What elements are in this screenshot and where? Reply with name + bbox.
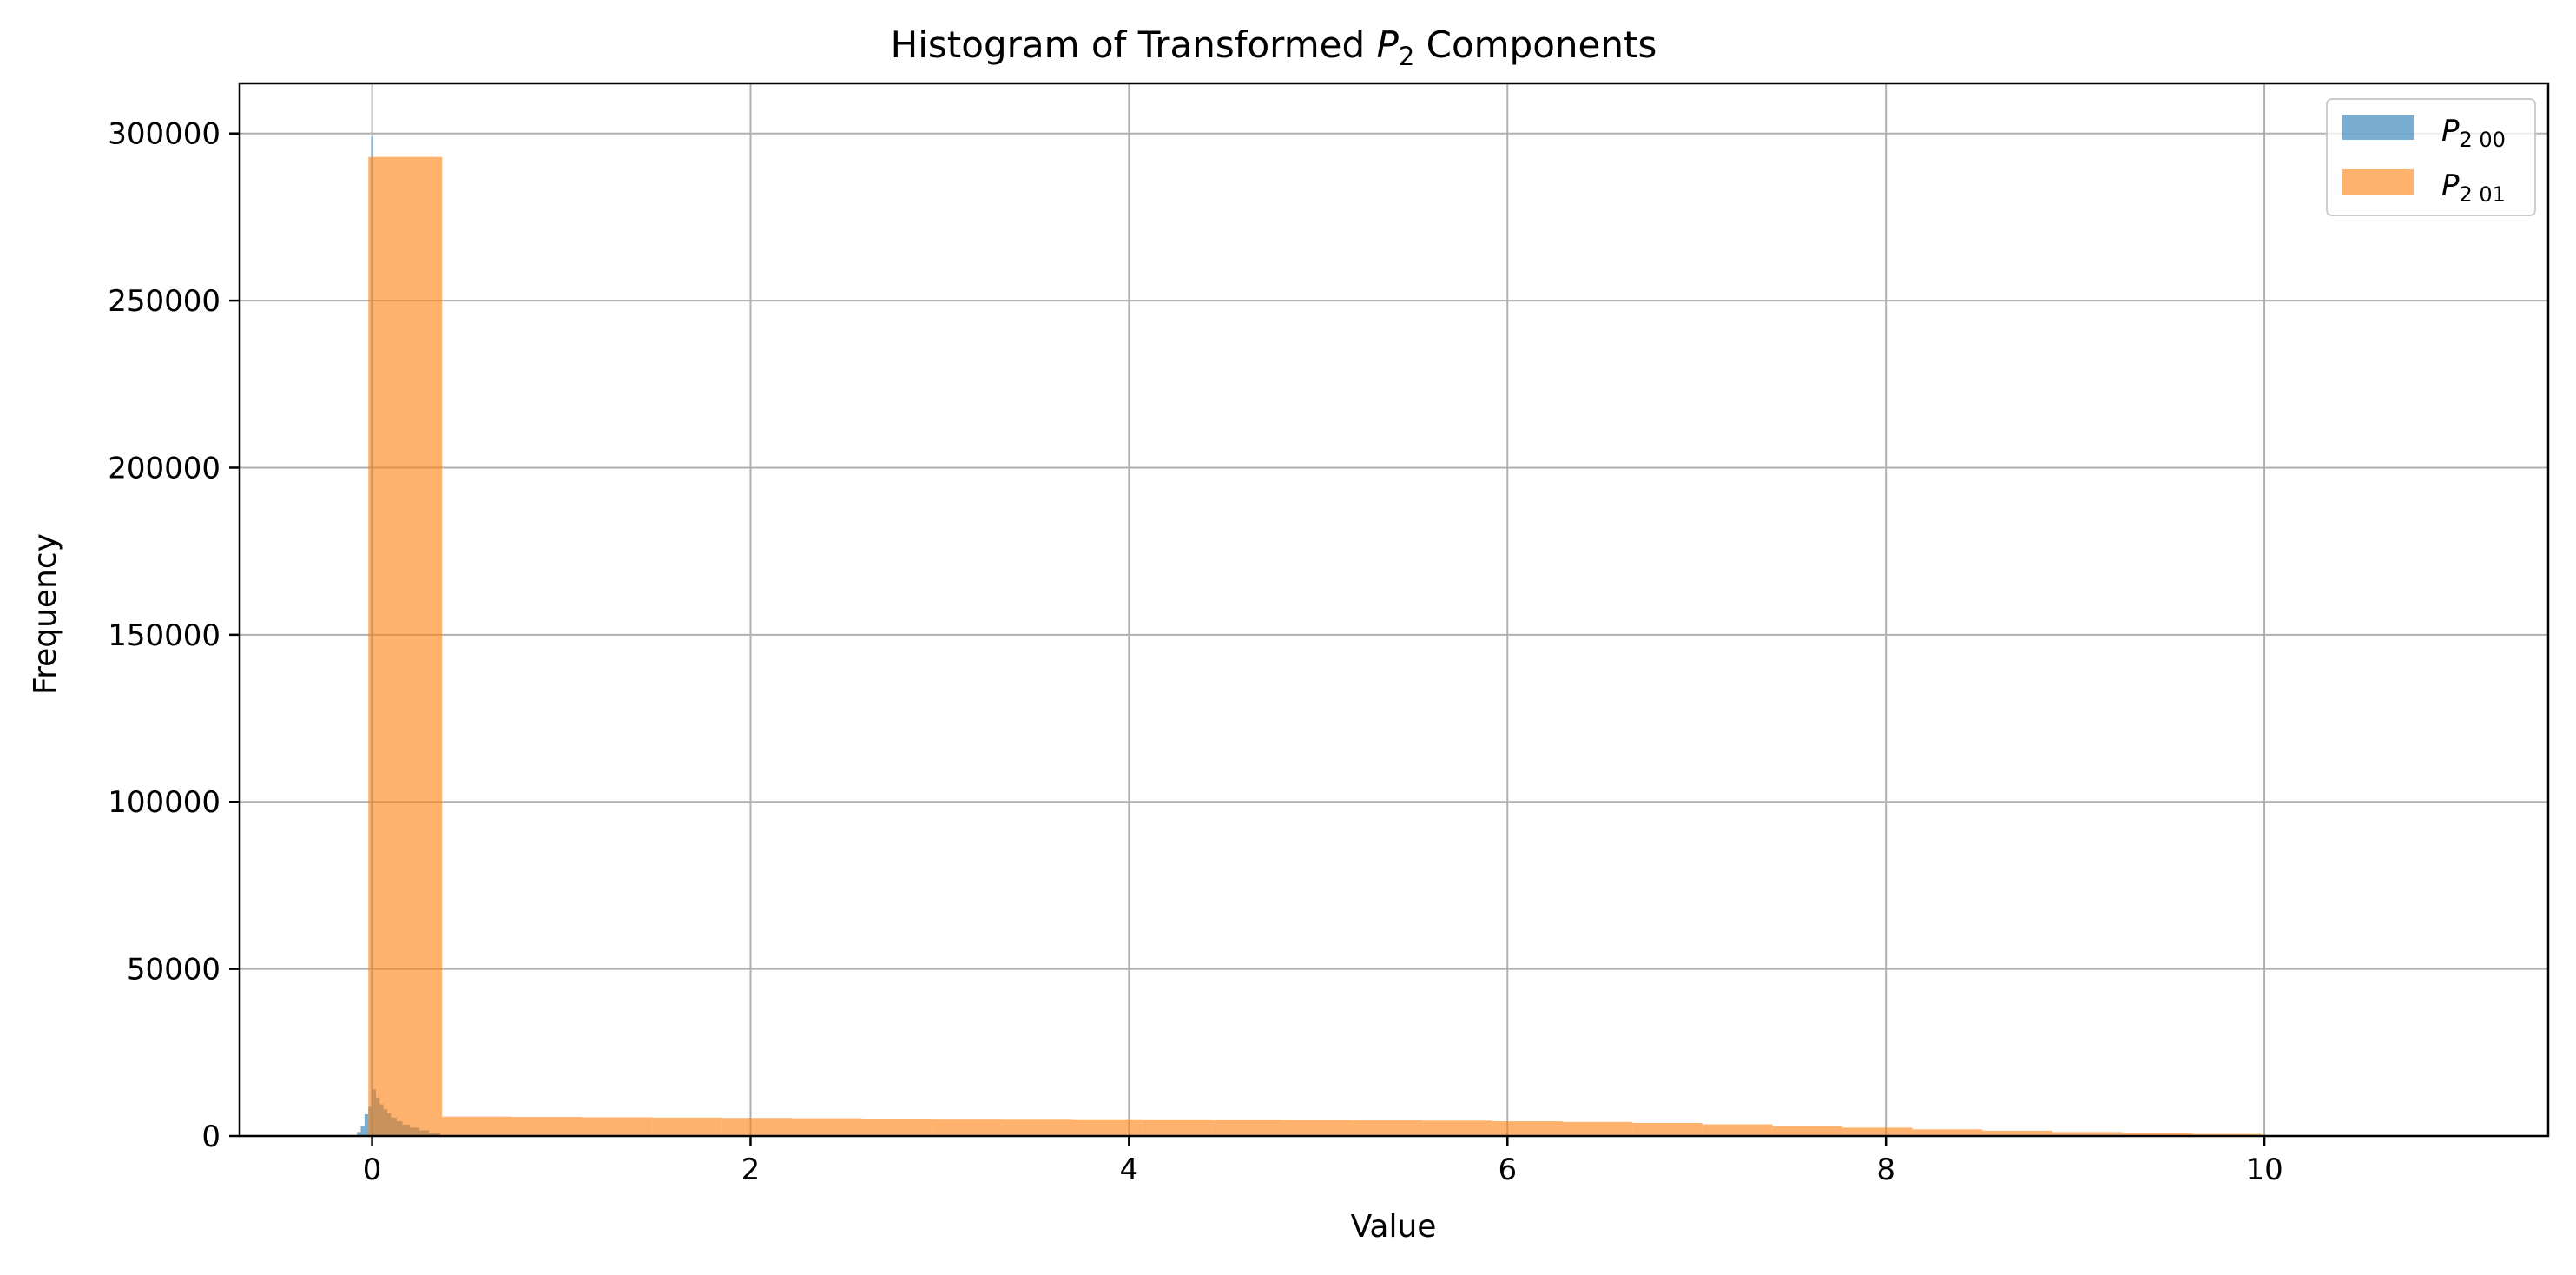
x-tick-label-8: 8 [1876,1153,1895,1187]
legend-label-p200-sub: 2 00 [2460,128,2506,152]
bar-p01-16 [1492,1121,1563,1136]
legend: P2 00 P2 01 [2327,99,2535,215]
chart-title-prefix: Histogram of Transformed [891,23,1377,66]
y-axis-title: Frequency [28,533,63,695]
chart-title-suffix: Components [1414,23,1657,66]
bar-p00-2 [365,1114,368,1136]
bar-p01-17 [1562,1122,1632,1136]
x-tick-label-6: 6 [1498,1153,1517,1187]
bar-p01-15 [1422,1120,1492,1136]
bar-p01-18 [1632,1123,1703,1136]
x-tick-label-2: 2 [741,1153,761,1187]
bar-p01-6 [792,1119,862,1136]
bar-p01-14 [1353,1120,1423,1136]
legend-label-p200-var: P [2441,114,2460,149]
bar-p01-2 [512,1117,583,1136]
legend-swatch-p200 [2342,115,2414,140]
legend-swatch-p201 [2342,169,2414,195]
bar-p01-10 [1072,1120,1143,1136]
y-tick-label-250000: 250000 [108,284,221,319]
bar-p01-4 [652,1118,722,1136]
bar-p00-1 [360,1126,364,1136]
bar-p01-19 [1703,1125,1773,1136]
bar-p01-8 [932,1119,1003,1136]
x-tick-label-10: 10 [2245,1153,2283,1187]
bar-p01-13 [1282,1120,1353,1136]
bar-p01-11 [1143,1120,1213,1136]
y-tick-label-200000: 200000 [108,451,221,486]
y-tick-label-0: 0 [201,1120,221,1154]
y-tick-label-100000: 100000 [108,785,221,820]
bar-p01-0 [368,157,442,1136]
bar-p01-5 [722,1118,793,1136]
x-axis-title: Value [1351,1209,1437,1245]
chart-title-sub: 2 [1399,42,1414,71]
y-tick-label-300000: 300000 [108,117,221,152]
bar-p01-21 [1842,1127,1913,1136]
y-tick-label-50000: 50000 [127,953,221,988]
bar-p01-3 [582,1117,652,1136]
chart-title-var: P [1376,23,1399,66]
bar-p01-12 [1212,1120,1282,1136]
legend-label-p201-var: P [2441,168,2460,203]
legend-label-p201-sub: 2 01 [2460,182,2506,207]
bar-p01-20 [1772,1126,1842,1136]
x-tick-label-0: 0 [363,1153,382,1187]
chart-title: Histogram of Transformed P2 Components [891,23,1657,71]
y-tick-label-150000: 150000 [108,618,221,653]
x-tick-label-4: 4 [1120,1153,1139,1187]
bar-p01-7 [862,1119,932,1136]
bar-p01-9 [1002,1119,1072,1136]
bar-p01-1 [442,1117,512,1136]
